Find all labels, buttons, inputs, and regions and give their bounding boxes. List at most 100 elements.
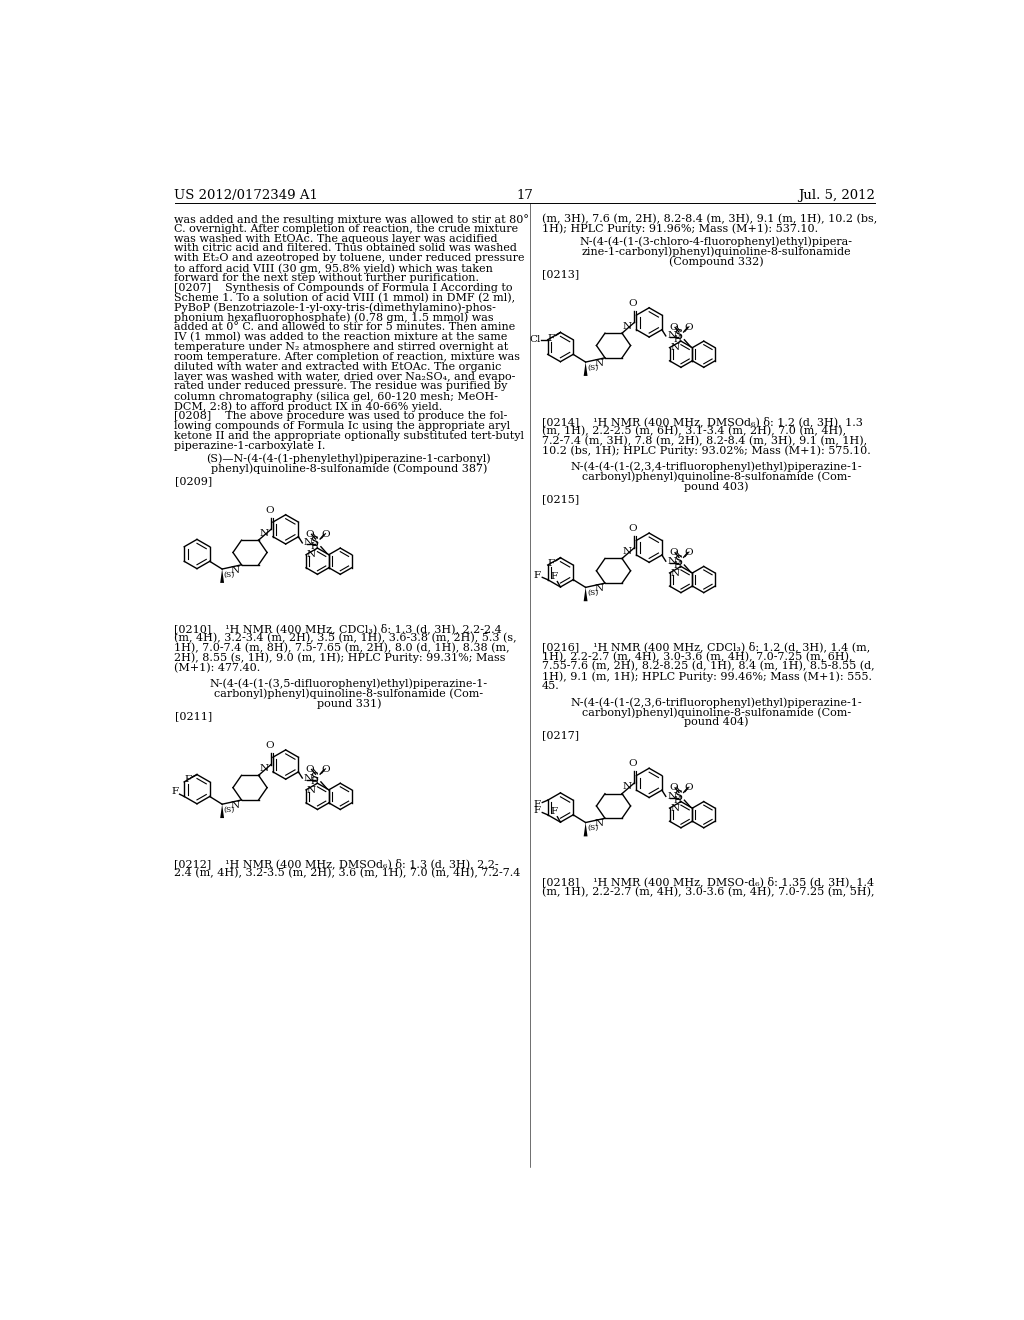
Text: (S): (S) <box>587 363 598 372</box>
Text: N: N <box>594 583 603 593</box>
Text: N: N <box>623 783 632 791</box>
Text: [0217]: [0217] <box>542 730 579 739</box>
Text: O: O <box>685 548 693 557</box>
Text: [0209]: [0209] <box>174 477 212 486</box>
Text: N: N <box>304 539 313 548</box>
Text: 10.2 (bs, 1H); HPLC Purity: 93.02%; Mass (M+1): 575.10.: 10.2 (bs, 1H); HPLC Purity: 93.02%; Mass… <box>542 446 870 457</box>
Text: [0215]: [0215] <box>542 495 580 504</box>
Text: DCM, 2:8) to afford product IX in 40-66% yield.: DCM, 2:8) to afford product IX in 40-66%… <box>174 401 442 412</box>
Text: N: N <box>594 359 603 367</box>
Text: F: F <box>551 807 558 816</box>
Polygon shape <box>220 804 224 818</box>
Text: O: O <box>685 323 693 331</box>
Text: O: O <box>629 298 637 308</box>
Text: F: F <box>548 560 555 569</box>
Text: [0214]    ¹H NMR (400 MHz, DMSOd₆) δ: 1.2 (d, 3H), 1.3: [0214] ¹H NMR (400 MHz, DMSOd₆) δ: 1.2 (… <box>542 416 863 428</box>
Text: O: O <box>322 766 330 774</box>
Text: [0207]    Synthesis of Compounds of Formula I According to: [0207] Synthesis of Compounds of Formula… <box>174 282 513 293</box>
Text: O: O <box>265 741 273 750</box>
Text: N-(4-(4-(1-(3,5-difluorophenyl)ethyl)piperazine-1-: N-(4-(4-(1-(3,5-difluorophenyl)ethyl)pip… <box>210 678 488 689</box>
Text: added at 0° C. and allowed to stir for 5 minutes. Then amine: added at 0° C. and allowed to stir for 5… <box>174 322 516 333</box>
Text: Cl: Cl <box>529 335 541 345</box>
Text: pound 403): pound 403) <box>684 482 749 492</box>
Text: zine-1-carbonyl)phenyl)quinoline-8-sulfonamide: zine-1-carbonyl)phenyl)quinoline-8-sulfo… <box>582 247 851 257</box>
Text: S: S <box>311 771 319 784</box>
Text: O: O <box>670 783 678 792</box>
Text: N: N <box>671 343 679 352</box>
Text: O: O <box>629 759 637 768</box>
Text: N: N <box>594 818 603 828</box>
Text: H: H <box>310 777 317 787</box>
Text: S: S <box>675 330 683 342</box>
Text: (Compound 332): (Compound 332) <box>669 256 764 267</box>
Text: O: O <box>306 529 314 539</box>
Polygon shape <box>220 569 224 583</box>
Text: 1H); HPLC Purity: 91.96%; Mass (M+1): 537.10.: 1H); HPLC Purity: 91.96%; Mass (M+1): 53… <box>542 223 818 234</box>
Text: O: O <box>685 783 693 792</box>
Text: was washed with EtOAc. The aqueous layer was acidified: was washed with EtOAc. The aqueous layer… <box>174 234 498 244</box>
Polygon shape <box>584 362 588 376</box>
Text: rated under reduced pressure. The residue was purified by: rated under reduced pressure. The residu… <box>174 381 508 392</box>
Text: [0210]    ¹H NMR (400 MHz, CDCl₃) δ: 1.3 (d, 3H), 2.2-2.4: [0210] ¹H NMR (400 MHz, CDCl₃) δ: 1.3 (d… <box>174 623 502 634</box>
Text: Scheme 1. To a solution of acid VIII (1 mmol) in DMF (2 ml),: Scheme 1. To a solution of acid VIII (1 … <box>174 293 516 304</box>
Text: N: N <box>304 774 313 783</box>
Text: pound 404): pound 404) <box>684 717 749 727</box>
Text: F: F <box>551 572 558 581</box>
Text: carbonyl)phenyl)quinoline-8-sulfonamide (Com-: carbonyl)phenyl)quinoline-8-sulfonamide … <box>214 689 483 700</box>
Text: [0211]: [0211] <box>174 711 212 722</box>
Text: H: H <box>310 543 317 552</box>
Text: N: N <box>668 331 677 341</box>
Text: was added and the resulting mixture was allowed to stir at 80°: was added and the resulting mixture was … <box>174 214 529 224</box>
Text: F: F <box>534 805 541 814</box>
Text: (S): (S) <box>587 824 598 832</box>
Text: (m, 4H), 3.2-3.4 (m, 2H), 3.5 (m, 1H), 3.6-3.8 (m, 2H), 5.3 (s,: (m, 4H), 3.2-3.4 (m, 2H), 3.5 (m, 1H), 3… <box>174 634 517 644</box>
Text: (S): (S) <box>587 589 598 597</box>
Text: [0218]    ¹H NMR (400 MHz, DMSO-d₆) δ: 1.35 (d, 3H), 1.4: [0218] ¹H NMR (400 MHz, DMSO-d₆) δ: 1.35… <box>542 876 873 887</box>
Text: [0216]    ¹H NMR (400 MHz, CDCl₃) δ: 1.2 (d, 3H), 1.4 (m,: [0216] ¹H NMR (400 MHz, CDCl₃) δ: 1.2 (d… <box>542 642 870 652</box>
Text: N: N <box>668 557 677 566</box>
Text: F: F <box>534 800 541 809</box>
Text: with citric acid and filtered. Thus obtained solid was washed: with citric acid and filtered. Thus obta… <box>174 243 517 253</box>
Text: F: F <box>184 775 191 784</box>
Text: N: N <box>307 550 316 560</box>
Text: to afford acid VIII (30 gm, 95.8% yield) which was taken: to afford acid VIII (30 gm, 95.8% yield)… <box>174 263 494 273</box>
Text: O: O <box>629 524 637 533</box>
Text: (S)—N-(4-(4-(1-phenylethyl)piperazine-1-carbonyl): (S)—N-(4-(4-(1-phenylethyl)piperazine-1-… <box>207 454 492 465</box>
Text: lowing compounds of Formula Ic using the appropriate aryl: lowing compounds of Formula Ic using the… <box>174 421 511 430</box>
Text: H: H <box>674 796 681 805</box>
Text: N: N <box>671 569 679 578</box>
Text: IV (1 mmol) was added to the reaction mixture at the same: IV (1 mmol) was added to the reaction mi… <box>174 333 508 342</box>
Text: 17: 17 <box>516 189 534 202</box>
Text: 2.4 (m, 4H), 3.2-3.5 (m, 2H), 3.6 (m, 1H), 7.0 (m, 4H), 7.2-7.4: 2.4 (m, 4H), 3.2-3.5 (m, 2H), 3.6 (m, 1H… <box>174 869 521 879</box>
Text: [0213]: [0213] <box>542 269 580 280</box>
Text: ketone II and the appropriate optionally substituted tert-butyl: ketone II and the appropriate optionally… <box>174 430 524 441</box>
Text: H: H <box>674 335 681 345</box>
Text: (m, 3H), 7.6 (m, 2H), 8.2-8.4 (m, 3H), 9.1 (m, 1H), 10.2 (bs,: (m, 3H), 7.6 (m, 2H), 8.2-8.4 (m, 3H), 9… <box>542 214 878 224</box>
Text: carbonyl)phenyl)quinoline-8-sulfonamide (Com-: carbonyl)phenyl)quinoline-8-sulfonamide … <box>582 471 851 482</box>
Text: (M+1): 477.40.: (M+1): 477.40. <box>174 663 261 673</box>
Text: forward for the next step without further purification.: forward for the next step without furthe… <box>174 273 479 282</box>
Text: room temperature. After completion of reaction, mixture was: room temperature. After completion of re… <box>174 352 520 362</box>
Text: diluted with water and extracted with EtOAc. The organic: diluted with water and extracted with Et… <box>174 362 502 372</box>
Text: N: N <box>623 322 632 331</box>
Text: column chromatography (silica gel, 60-120 mesh; MeOH-: column chromatography (silica gel, 60-12… <box>174 391 499 401</box>
Text: N: N <box>230 801 240 809</box>
Text: N-(4-(4-(1-(2,3,6-trifluorophenyl)ethyl)piperazine-1-: N-(4-(4-(1-(2,3,6-trifluorophenyl)ethyl)… <box>570 697 862 708</box>
Text: pound 331): pound 331) <box>316 698 381 709</box>
Text: (S): (S) <box>223 570 234 578</box>
Text: O: O <box>306 766 314 774</box>
Text: piperazine-1-carboxylate I.: piperazine-1-carboxylate I. <box>174 441 326 450</box>
Text: 1H), 2.2-2.7 (m, 4H), 3.0-3.6 (m, 4H), 7.0-7.25 (m, 6H),: 1H), 2.2-2.7 (m, 4H), 3.0-3.6 (m, 4H), 7… <box>542 652 852 661</box>
Text: 7.2-7.4 (m, 3H), 7.8 (m, 2H), 8.2-8.4 (m, 3H), 9.1 (m, 1H),: 7.2-7.4 (m, 3H), 7.8 (m, 2H), 8.2-8.4 (m… <box>542 436 867 446</box>
Text: F: F <box>171 787 178 796</box>
Text: temperature under N₂ atmosphere and stirred overnight at: temperature under N₂ atmosphere and stir… <box>174 342 509 352</box>
Text: phenyl)quinoline-8-sulfonamide (Compound 387): phenyl)quinoline-8-sulfonamide (Compound… <box>211 463 487 474</box>
Text: (m, 1H), 2.2-2.7 (m, 4H), 3.0-3.6 (m, 4H), 7.0-7.25 (m, 5H),: (m, 1H), 2.2-2.7 (m, 4H), 3.0-3.6 (m, 4H… <box>542 887 874 898</box>
Text: 1H), 9.1 (m, 1H); HPLC Purity: 99.46%; Mass (M+1): 555.: 1H), 9.1 (m, 1H); HPLC Purity: 99.46%; M… <box>542 671 871 682</box>
Polygon shape <box>584 822 588 837</box>
Text: with Et₂O and azeotroped by toluene, under reduced pressure: with Et₂O and azeotroped by toluene, und… <box>174 253 525 263</box>
Text: S: S <box>311 536 319 549</box>
Text: N: N <box>623 548 632 556</box>
Text: Jul. 5, 2012: Jul. 5, 2012 <box>799 189 876 202</box>
Polygon shape <box>584 587 588 601</box>
